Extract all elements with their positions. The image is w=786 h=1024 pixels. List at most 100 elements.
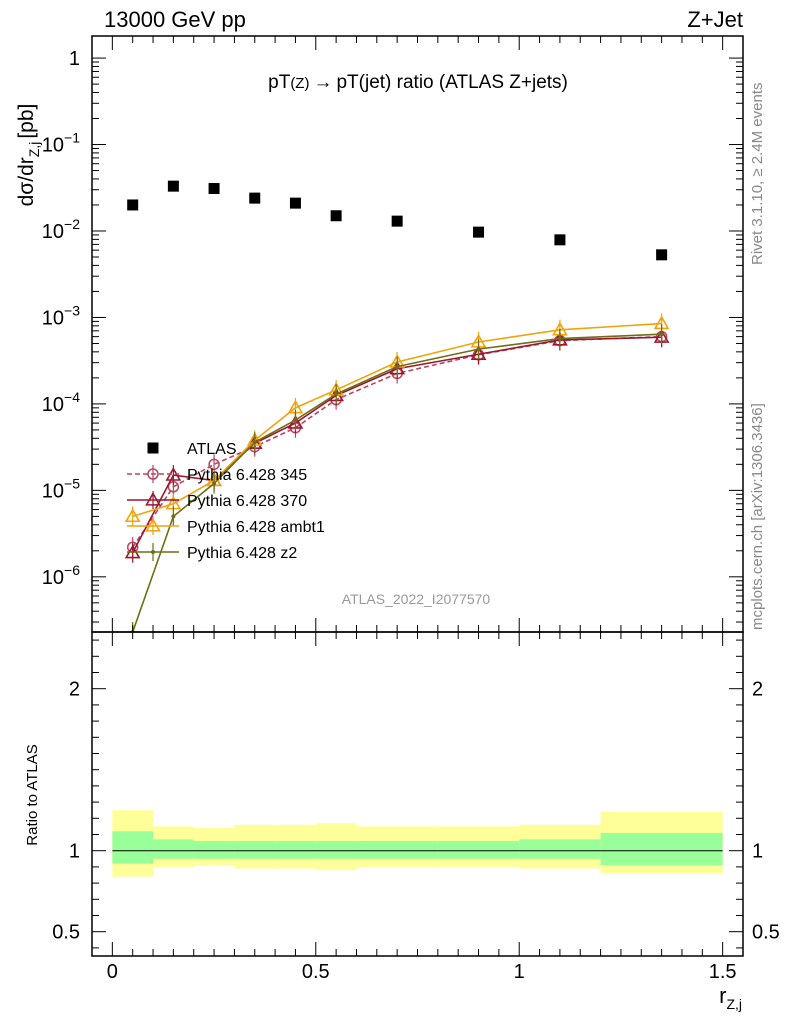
main-ytick-label-6: 1 xyxy=(69,48,80,70)
z2-point-9 xyxy=(659,332,664,337)
data-point-1 xyxy=(167,180,179,192)
main-ytick-label-0: 10−6 xyxy=(42,562,80,589)
z2-point-7 xyxy=(476,347,481,352)
main-series-clipped xyxy=(124,180,670,632)
xtick-label-2: 1 xyxy=(514,961,525,983)
rivet-label: Rivet 3.1.10, ≥ 2.4M events xyxy=(749,83,766,266)
ratio-ytick-label-right-2: 2 xyxy=(752,679,763,701)
data-point-7 xyxy=(473,226,485,238)
p345-point-2 xyxy=(208,458,220,471)
ratio-band-inner-9 xyxy=(600,832,723,866)
ratio-y-axis-label: Ratio to ATLAS xyxy=(24,744,41,845)
main-frame xyxy=(91,35,744,633)
main-ytick-label-exp: −4 xyxy=(64,389,80,405)
main-y-axis-label: dσ/drZ,j [pb] xyxy=(15,104,42,207)
main-ytick-label-base: 10 xyxy=(42,567,64,589)
z2-point-4 xyxy=(293,418,298,423)
main-ytick-label-3: 10−3 xyxy=(42,302,80,329)
legend-label-z2: Pythia 6.428 z2 xyxy=(187,545,297,562)
main-y-axis-label-main: dσ/dr xyxy=(15,157,38,206)
data-point-4 xyxy=(289,197,301,209)
legend-label-ambt1: Pythia 6.428 ambt1 xyxy=(187,519,325,536)
ratio-bands xyxy=(112,810,723,877)
main-ytick-label-exp: −6 xyxy=(64,562,80,578)
main-ytick-label-2: 10−4 xyxy=(42,389,80,416)
data-point-3 xyxy=(249,192,261,204)
z2-point-3 xyxy=(252,440,257,445)
main-ytick-label-base: 10 xyxy=(42,221,64,243)
data-point-9 xyxy=(656,249,668,261)
legend-ambt1-point-marker xyxy=(145,517,161,532)
legend: ATLAS Pythia 6.428 345 Pythia 6.428 370 Pyt… xyxy=(127,441,325,562)
legend-label-p345: Pythia 6.428 345 xyxy=(187,467,307,484)
axes: 10−610−510−410−310−210−110 0.5 1 1.50.5 0.51… xyxy=(42,35,780,983)
main-ytick-label-base: 10 xyxy=(42,480,64,502)
ratio-band-inner-3 xyxy=(234,840,276,859)
legend-p345-point-marker xyxy=(147,468,159,480)
main-y-axis-label-sub: Z,j xyxy=(26,142,42,158)
ambt1-point-0 xyxy=(124,508,141,523)
ratio-band-inner-1 xyxy=(153,839,194,859)
main-ytick-label-5: 10−1 xyxy=(42,130,80,157)
ratio-band-inner-8 xyxy=(519,839,601,859)
x-axis-label-sub: Z,j xyxy=(726,996,742,1012)
ratio-band-inner-5 xyxy=(315,840,357,859)
z2-line xyxy=(131,333,662,632)
data-point-6 xyxy=(391,215,403,227)
plot-title-sub: (Z) xyxy=(290,75,309,92)
process-label: Z+Jet xyxy=(687,7,743,32)
ratio-ytick-label-right-0: 0.5 xyxy=(752,922,780,944)
main-ytick-label-4: 10−2 xyxy=(42,216,80,243)
main-ytick-label-exp: −5 xyxy=(64,475,80,491)
xtick-label-0: 0 xyxy=(107,961,118,983)
plot-title: pT(Z) → pT(jet) ratio (ATLAS Z+jets) xyxy=(268,72,568,93)
legend-data-point-marker xyxy=(147,442,159,454)
plot-title-arrow: → xyxy=(313,72,332,93)
p370-line xyxy=(131,336,662,554)
data-point-0 xyxy=(127,199,139,211)
legend-label-p370: Pythia 6.428 370 xyxy=(187,493,307,510)
main-ytick-label-exp: −2 xyxy=(64,216,80,232)
xtick-label-3: 1.5 xyxy=(709,961,737,983)
energy-label: 13000 GeV pp xyxy=(104,7,246,32)
plot-title-rest: pT(jet) ratio (ATLAS Z+jets) xyxy=(336,72,567,93)
z2-point-6 xyxy=(395,364,400,369)
analysis-id: ATLAS_2022_I2077570 xyxy=(342,591,491,607)
z2-point-2 xyxy=(212,481,217,486)
ratio-band-inner-4 xyxy=(275,840,316,859)
mcplots-label: mcplots.cern.ch [arXiv:1306.3436] xyxy=(749,403,766,630)
z2-point-8 xyxy=(557,336,562,341)
legend-z2-point-marker xyxy=(151,550,155,554)
main-ytick-label-exp: −3 xyxy=(64,302,80,318)
ratio-band-inner-7 xyxy=(437,840,520,859)
main-ytick-label-base: 10 xyxy=(42,307,64,329)
main-series xyxy=(124,180,670,632)
plot-title-main: pT xyxy=(268,72,291,93)
ambt1-line xyxy=(132,322,662,518)
main-ytick-label-1: 10−5 xyxy=(42,475,80,502)
x-axis-label-main: r xyxy=(719,983,726,1008)
main-ytick-label-base: 10 xyxy=(42,135,64,157)
z2-point-5 xyxy=(334,392,339,397)
main-ytick-label-base: 10 xyxy=(42,394,64,416)
data-point-5 xyxy=(330,210,342,222)
z2-point-1 xyxy=(171,514,176,519)
p370-point-7 xyxy=(470,346,487,360)
main-ytick-label-exp: −1 xyxy=(64,130,80,146)
ratio-frame xyxy=(91,631,744,957)
ratio-ytick-label-left-1: 1 xyxy=(69,841,80,863)
ratio-ytick-label-left-2: 2 xyxy=(69,679,80,701)
main-y-axis-label-unit: [pb] xyxy=(15,104,38,139)
ratio-ytick-label-right-1: 1 xyxy=(752,841,763,863)
xtick-label-1: 0.5 xyxy=(302,961,330,983)
ratio-band-inner-2 xyxy=(193,840,235,859)
legend-p370-point-marker xyxy=(145,491,161,506)
legend-label-data: ATLAS xyxy=(187,441,237,458)
ratio-band-inner-0 xyxy=(112,831,154,864)
x-axis-label: rZ,j xyxy=(719,983,742,1012)
data-point-2 xyxy=(208,183,220,195)
ratio-band-inner-6 xyxy=(356,840,438,859)
ratio-ytick-label-left-0: 0.5 xyxy=(52,922,80,944)
data-point-8 xyxy=(554,234,566,246)
